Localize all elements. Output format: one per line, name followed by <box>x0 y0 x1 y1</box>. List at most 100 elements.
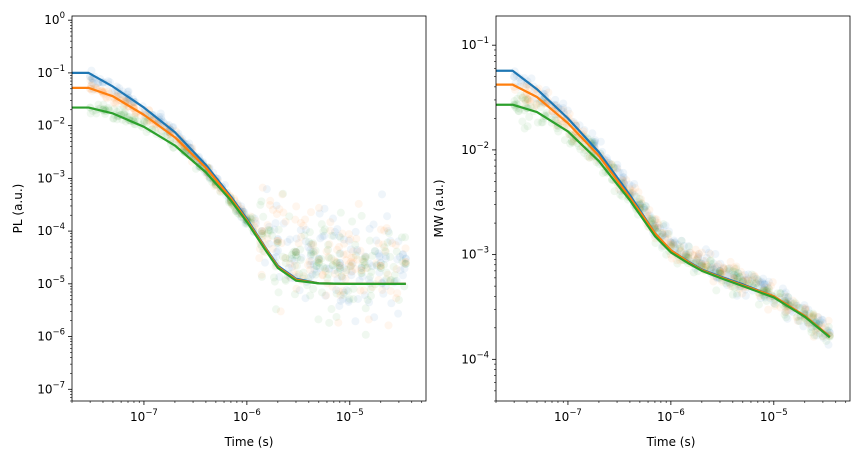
right-data-point <box>658 230 667 239</box>
left-data-point <box>393 289 402 298</box>
right-data-point <box>667 254 676 263</box>
right-data-point <box>664 227 673 236</box>
right-data-point <box>634 188 643 197</box>
left-data-point <box>342 256 351 265</box>
right-data-point <box>571 119 580 128</box>
right-data-point <box>732 291 741 300</box>
left-data-point <box>349 253 358 262</box>
left-panel: 10−7 10−6 10−5 10−7 10−6 10−5 10−4 10−3 10−2 10−1… <box>11 11 427 449</box>
left-data-point <box>348 258 357 267</box>
left-data-point <box>376 225 385 234</box>
left-data-point <box>387 299 396 308</box>
right-data-point <box>637 195 646 204</box>
right-y-axis-label: MW (a.u.) <box>432 180 446 238</box>
left-data-point <box>295 269 304 278</box>
left-data-point <box>257 229 266 238</box>
left-y-tick-label: 100 <box>44 11 65 27</box>
left-data-point <box>281 276 290 285</box>
left-data-point <box>273 236 282 245</box>
right-data-point <box>706 250 715 259</box>
right-data-point <box>695 250 704 259</box>
left-data-point <box>331 257 340 266</box>
right-data-point <box>664 235 673 244</box>
left-data-point <box>383 238 392 247</box>
right-data-point <box>666 238 675 247</box>
right-data-point <box>694 252 703 261</box>
right-data-point <box>616 190 625 199</box>
right-data-point <box>691 245 700 254</box>
left-data-point <box>378 190 387 199</box>
left-data-point <box>285 254 294 263</box>
left-data-point <box>308 239 317 248</box>
left-data-point <box>362 264 371 273</box>
left-data-point <box>314 256 323 265</box>
left-data-point <box>266 226 275 235</box>
left-data-point <box>325 253 334 262</box>
right-data-point <box>681 249 690 258</box>
right-axes-frame <box>495 15 851 402</box>
left-data-point <box>309 260 318 269</box>
right-data-point <box>724 268 733 277</box>
left-data-point <box>324 240 333 249</box>
right-data-point <box>776 289 785 298</box>
right-data-point <box>661 221 670 230</box>
left-data-point <box>351 251 360 260</box>
left-data-point <box>397 233 406 242</box>
left-data-point <box>365 236 374 245</box>
left-data-point <box>268 231 277 240</box>
left-plot-area <box>72 66 410 339</box>
right-x-tick-label: 10−5 <box>760 408 788 424</box>
right-data-point <box>783 306 792 315</box>
right-data-point <box>612 164 621 173</box>
right-data-point <box>569 118 578 127</box>
left-data-point <box>313 257 322 266</box>
right-data-point <box>717 268 726 277</box>
right-data-point <box>733 269 742 278</box>
right-data-point <box>760 280 769 289</box>
left-x-tick-label: 10−6 <box>233 408 261 424</box>
right-data-point <box>708 263 717 272</box>
right-data-point <box>824 322 833 331</box>
left-data-point <box>309 247 318 256</box>
right-data-point <box>680 248 689 257</box>
right-data-point <box>725 266 734 275</box>
right-data-point <box>792 301 801 310</box>
left-data-point <box>94 78 103 87</box>
right-data-point <box>535 97 544 106</box>
right-data-point <box>749 272 758 281</box>
left-data-point <box>376 261 385 270</box>
left-data-point <box>365 259 374 268</box>
right-data-point <box>635 194 644 203</box>
left-x-axis-label: Time (s) <box>224 435 274 449</box>
left-data-point <box>331 269 340 278</box>
left-data-point <box>332 286 341 295</box>
right-data-point <box>641 202 650 211</box>
right-data-point <box>729 263 738 272</box>
left-data-point <box>336 291 345 300</box>
left-data-point <box>326 218 335 227</box>
right-data-point <box>697 259 706 268</box>
right-data-point <box>538 118 547 127</box>
right-data-point <box>762 296 771 305</box>
left-data-point <box>272 239 281 248</box>
left-data-point <box>140 117 149 126</box>
right-data-point <box>821 323 830 332</box>
right-data-point <box>619 173 628 182</box>
left-data-point <box>325 240 334 249</box>
left-data-point <box>364 275 373 284</box>
left-data-point <box>318 232 327 241</box>
left-data-point <box>285 235 294 244</box>
left-y-tick-label: 10−6 <box>37 328 65 344</box>
right-data-point <box>770 301 779 310</box>
right-data-point <box>790 298 799 307</box>
left-data-point <box>353 255 362 264</box>
left-data-point <box>323 274 332 283</box>
left-data-point <box>344 260 353 269</box>
left-data-point <box>335 243 344 252</box>
left-data-point <box>324 252 333 261</box>
left-data-point <box>344 297 353 306</box>
right-data-point <box>715 266 724 275</box>
right-data-point <box>587 137 596 146</box>
right-data-point <box>732 264 741 273</box>
right-data-point <box>794 316 803 325</box>
